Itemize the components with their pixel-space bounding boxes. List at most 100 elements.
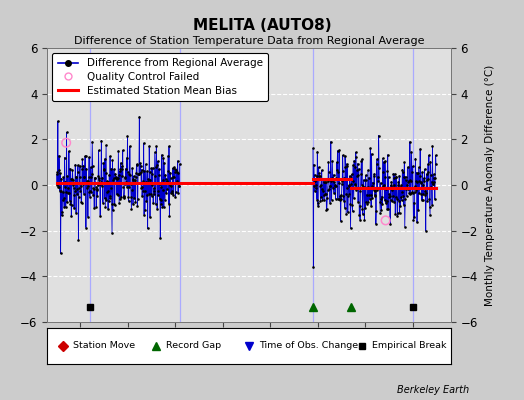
Point [381, 217, 390, 224]
Point [149, 165, 157, 171]
Point [372, 221, 380, 227]
Point [387, 178, 396, 185]
Point [370, 170, 378, 177]
Point [318, 196, 326, 203]
Point [59, 174, 68, 180]
Point [153, 206, 161, 212]
Point [75, 174, 84, 180]
Point [344, 183, 353, 189]
Point [339, 192, 347, 199]
Point [404, 179, 412, 185]
Point [352, 187, 361, 194]
Point [363, 200, 372, 207]
Point [350, 195, 358, 202]
Point [347, 171, 356, 178]
Point [134, 171, 143, 177]
Point [79, 162, 88, 169]
Point [326, 200, 334, 206]
Point [86, 193, 94, 200]
Point [368, 180, 377, 186]
Point [322, 179, 330, 186]
Point [335, 147, 343, 153]
Point [360, 217, 368, 223]
Point [418, 197, 426, 203]
Point [323, 195, 331, 201]
Point [384, 174, 392, 180]
Point [92, 187, 101, 193]
Point [147, 191, 155, 197]
Point [345, 182, 353, 188]
Point [430, 171, 438, 178]
Point [418, 169, 427, 176]
Point [349, 178, 357, 184]
Point [78, 156, 86, 163]
Point [102, 196, 111, 203]
Point [102, 142, 110, 148]
Point [163, 178, 171, 184]
Point [409, 216, 418, 223]
Text: Time of Obs. Change: Time of Obs. Change [259, 342, 358, 350]
Point [338, 177, 346, 184]
Point [344, 209, 352, 216]
Point [144, 176, 152, 182]
Point [130, 195, 138, 201]
Point [386, 193, 394, 199]
Point [99, 160, 107, 166]
Point [155, 172, 163, 178]
Point [428, 178, 436, 185]
Point [85, 154, 93, 161]
Point [150, 191, 159, 197]
Point [359, 184, 367, 190]
Point [126, 172, 135, 178]
Point [160, 204, 168, 210]
Point [313, 200, 322, 206]
Point [400, 174, 408, 181]
Point [421, 228, 430, 234]
Point [94, 172, 102, 179]
Point [143, 168, 151, 174]
Point [128, 187, 136, 194]
Point [375, 132, 383, 139]
Point [346, 200, 354, 207]
Point [414, 207, 422, 214]
Point [158, 152, 166, 158]
Point [378, 201, 386, 207]
Point [312, 173, 321, 180]
Point [97, 183, 106, 189]
Point [368, 194, 377, 201]
Point [381, 174, 389, 180]
Point [331, 181, 340, 188]
Point [358, 211, 367, 217]
Point [94, 182, 102, 189]
Point [148, 182, 156, 188]
Point [52, 171, 61, 178]
Point [95, 176, 103, 183]
Point [372, 188, 380, 194]
Point [394, 210, 402, 216]
Point [378, 194, 386, 200]
Point [75, 185, 83, 191]
Point [118, 166, 126, 172]
Point [163, 168, 172, 174]
Point [354, 160, 362, 167]
Point [55, 166, 63, 173]
Point [381, 158, 389, 164]
Point [330, 190, 338, 196]
Point [413, 219, 421, 226]
Point [99, 200, 107, 206]
Point [117, 194, 125, 200]
Point [431, 152, 440, 158]
Point [420, 175, 428, 182]
Point [126, 143, 134, 149]
Text: Record Gap: Record Gap [166, 342, 221, 350]
Point [427, 172, 435, 178]
Point [155, 195, 163, 202]
Point [384, 152, 392, 158]
Point [154, 188, 162, 194]
Point [405, 191, 413, 197]
Point [104, 178, 113, 185]
Point [419, 182, 427, 188]
Point [330, 172, 338, 178]
Point [156, 180, 164, 187]
Point [408, 188, 417, 195]
